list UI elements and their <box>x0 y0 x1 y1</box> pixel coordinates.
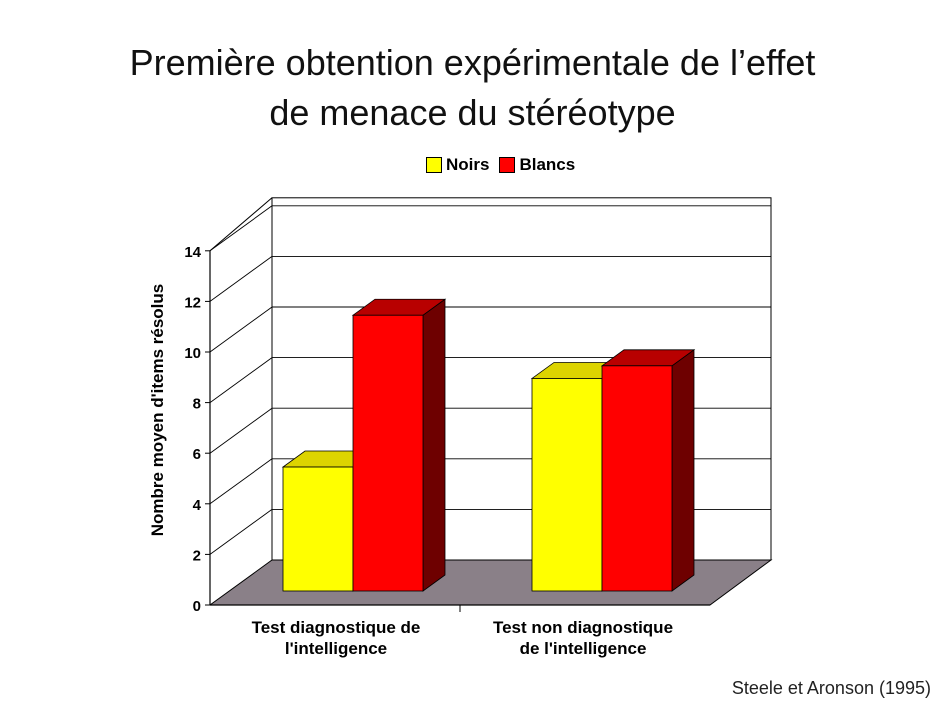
x-category-label-0: Test diagnostique de l'intelligence <box>216 617 456 659</box>
y-tick-label-3: 6 <box>193 446 201 463</box>
legend-swatch-noirs <box>426 157 442 173</box>
source-citation: Steele et Aronson (1995) <box>731 678 931 698</box>
y-tick-label-6: 12 <box>184 294 201 311</box>
side-wall-top-edge <box>209 197 273 252</box>
title-line-2: de menace du stéréotype <box>269 92 676 133</box>
legend-item-noirs: Noirs <box>426 155 489 175</box>
gridline-side-7 <box>209 205 273 252</box>
gridline-side-6 <box>209 256 273 302</box>
bar-side-blancs-0 <box>422 298 446 592</box>
gridline-side-3 <box>209 407 273 454</box>
x-category-label-0-line-2: l'intelligence <box>284 639 388 658</box>
y-tick-label-5: 10 <box>184 345 201 362</box>
legend: Noirs Blancs <box>426 155 585 175</box>
title-line-1: Première obtention expérimentale de l’ef… <box>129 42 816 83</box>
bar-noirs-0 <box>282 466 354 592</box>
x-category-label-0-line-1: Test diagnostique de <box>251 618 421 637</box>
bar-blancs-0 <box>352 314 424 592</box>
y-tick-label-7: 14 <box>184 244 201 261</box>
y-tick-label-1: 2 <box>193 547 201 564</box>
x-category-label-1-line-2: de l'intelligence <box>519 639 647 658</box>
legend-swatch-blancs <box>499 157 516 173</box>
gridline-side-2 <box>209 458 273 505</box>
bar-side-blancs-1 <box>671 349 695 592</box>
x-category-label-1-line-1: Test non diagnostique <box>492 618 674 637</box>
y-tick-label-2: 4 <box>193 497 202 514</box>
y-tick-label-4: 8 <box>193 396 201 413</box>
chart-title: Première obtention expérimentale de l’ef… <box>0 38 945 138</box>
legend-label-blancs: Blancs <box>519 155 576 174</box>
y-tick-label-0: 0 <box>193 598 201 615</box>
x-category-label-1: Test non diagnostique de l'intelligence <box>463 617 703 659</box>
bar-blancs-1 <box>601 365 673 592</box>
legend-item-blancs: Blancs <box>499 155 575 175</box>
gridline-side-5 <box>209 306 273 353</box>
bar-noirs-1 <box>531 378 603 592</box>
gridline-side-4 <box>209 357 273 403</box>
gridline-side-1 <box>209 509 273 555</box>
legend-label-noirs: Noirs <box>446 155 490 174</box>
